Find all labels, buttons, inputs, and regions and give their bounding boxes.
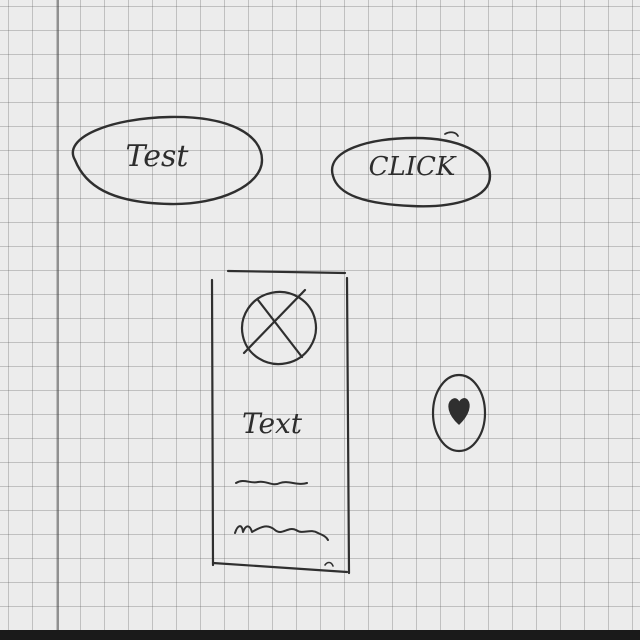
card-top-bar <box>226 269 347 275</box>
card-bottom-border <box>211 561 349 574</box>
content-card[interactable]: Text <box>210 269 351 575</box>
card-body-line-2 <box>234 525 329 541</box>
click-button[interactable]: CLICK <box>330 131 492 208</box>
card-text-label: Text <box>242 407 303 440</box>
heart-icon <box>448 398 470 425</box>
test-button-label: Test <box>126 139 190 174</box>
paper-margin-line <box>57 0 59 640</box>
card-body-line-1 <box>235 480 308 486</box>
image-placeholder-icon <box>240 288 318 366</box>
card-corner-mark <box>324 561 334 567</box>
test-button[interactable]: Test <box>71 115 264 206</box>
card-left-border <box>210 278 215 567</box>
heart-button[interactable] <box>431 373 487 453</box>
click-button-label: CLICK <box>369 152 457 182</box>
card-right-border <box>345 276 351 575</box>
photo-bottom-edge <box>0 630 640 640</box>
